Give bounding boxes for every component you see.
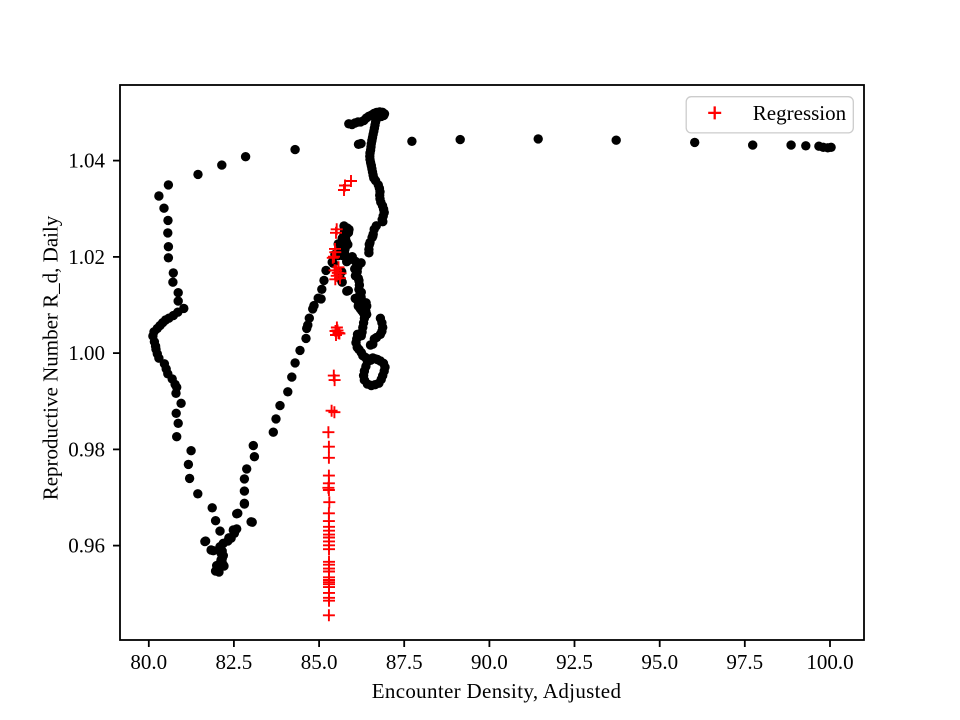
svg-text:97.5: 97.5 [726,650,763,674]
svg-text:Regression: Regression [753,101,847,125]
svg-text:1.04: 1.04 [68,149,105,173]
svg-text:82.5: 82.5 [216,650,253,674]
svg-text:85.0: 85.0 [301,650,338,674]
svg-text:Reproductive Number R_d, Daily: Reproductive Number R_d, Daily [39,215,63,500]
svg-text:90.0: 90.0 [471,650,508,674]
svg-text:80.0: 80.0 [130,650,167,674]
svg-text:95.0: 95.0 [641,650,678,674]
svg-text:1.00: 1.00 [68,341,105,365]
svg-text:0.98: 0.98 [68,437,105,461]
svg-text:0.96: 0.96 [68,534,105,558]
svg-text:87.5: 87.5 [386,650,423,674]
svg-text:100.0: 100.0 [806,650,853,674]
svg-text:Encounter Density, Adjusted: Encounter Density, Adjusted [372,679,622,703]
svg-text:1.02: 1.02 [68,245,105,269]
svg-text:92.5: 92.5 [556,650,593,674]
